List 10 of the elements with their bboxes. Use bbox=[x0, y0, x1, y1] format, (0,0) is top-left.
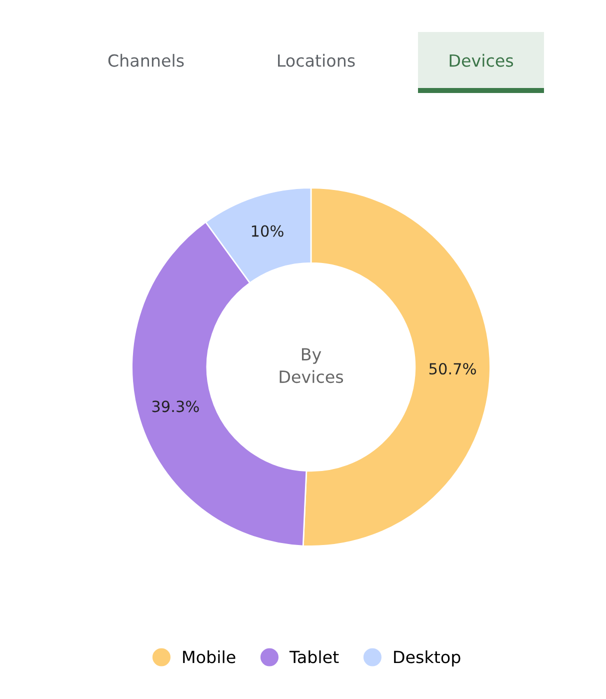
legend-label: Mobile bbox=[183, 650, 236, 664]
text: Devices bbox=[450, 54, 514, 67]
data-label: 39.3% bbox=[152, 400, 199, 412]
legend-label: Tablet bbox=[289, 650, 339, 664]
text: Channels bbox=[108, 54, 184, 67]
legend-label: Desktop bbox=[394, 650, 460, 667]
data-label: 10% bbox=[252, 225, 284, 237]
text: By Devices bbox=[280, 348, 344, 384]
text: Locations bbox=[278, 54, 355, 67]
data-label: 50.7% bbox=[429, 362, 476, 375]
